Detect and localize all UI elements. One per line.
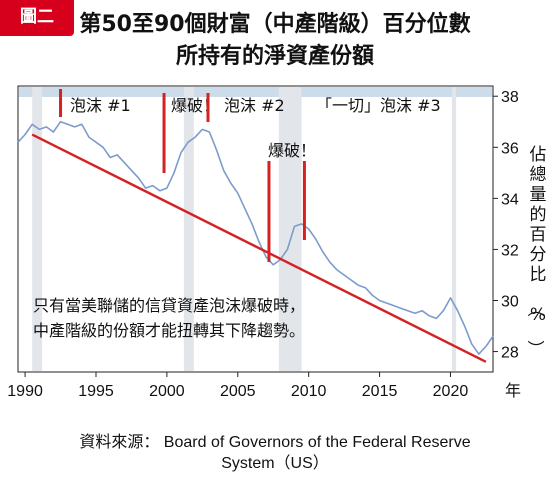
x-tick-label: 2010 [291,383,327,400]
chart-title-line2: 所持有的淨資產份額 [175,44,374,69]
y-axis-label: 佔總量的百分比（%） [525,145,547,357]
source-line1: 資料來源： Board of Governors of the Federal … [79,434,471,451]
y-tick-label: 34 [501,191,519,208]
recession-band [278,87,302,371]
x-tick-label: 2015 [362,383,398,400]
figure-number-badge: 圖二 [0,0,74,36]
y-tick-label: 36 [501,140,519,157]
event-label-burst2: 爆破！ [268,141,316,160]
trend-line [31,133,487,363]
y-tick-label: 28 [501,345,519,362]
x-tick-label: 1990 [7,383,43,400]
event-label-bubble3: 「一切」泡沫 #3 [316,96,441,115]
chart-title-line1: 第50至90個財富（中產階級）百分位數 [79,12,471,37]
y-tick-label: 32 [501,242,519,259]
annotation-line2: 中產階級的份額才能扭轉其下降趨勢。 [33,321,305,340]
event-label-bubble2: 泡沫 #2 [224,96,285,115]
y-tick-label: 38 [501,89,519,106]
annotation-line1: 只有當美聯儲的信貸資產泡沫爆破時， [33,296,305,315]
x-tick-label: 2020 [433,383,469,400]
x-tick-label: 1995 [78,383,114,400]
event-label-burst1: 爆破！ [171,96,219,115]
source-line2: System（US） [221,455,329,472]
recession-band [32,87,43,371]
recession-band [451,87,457,371]
top-band [19,87,492,97]
plot-frame [17,85,494,373]
series-line [17,120,494,355]
x-tick-label: 2000 [149,383,185,400]
recession-band [183,87,194,371]
x-axis-label: 年 [505,381,521,400]
x-tick-label: 2005 [220,383,256,400]
event-label-bubble1: 泡沫 #1 [70,96,131,115]
y-tick-label: 30 [501,294,519,311]
